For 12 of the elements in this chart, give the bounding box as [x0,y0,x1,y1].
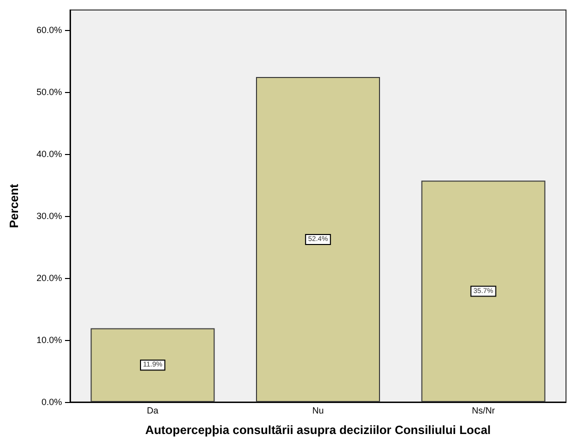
y-tick-label: 60.0% [36,24,62,35]
x-tick-label: Ns/Nr [472,406,495,416]
x-tick-label: Da [146,406,158,416]
y-tick-label: 10.0% [36,334,62,345]
x-axis-title: Autopercepþia consultãrii asupra deciziilor Consiliului Local [145,423,491,437]
y-axis-title: Percent [7,184,21,228]
y-tick-label: 20.0% [36,272,62,283]
y-tick-label: 30.0% [36,210,62,221]
y-tick-label: 40.0% [36,148,62,159]
y-tick-label: 0.0% [41,397,62,407]
y-tick-label: 50.0% [36,86,62,97]
x-tick-label: Nu [312,406,324,416]
